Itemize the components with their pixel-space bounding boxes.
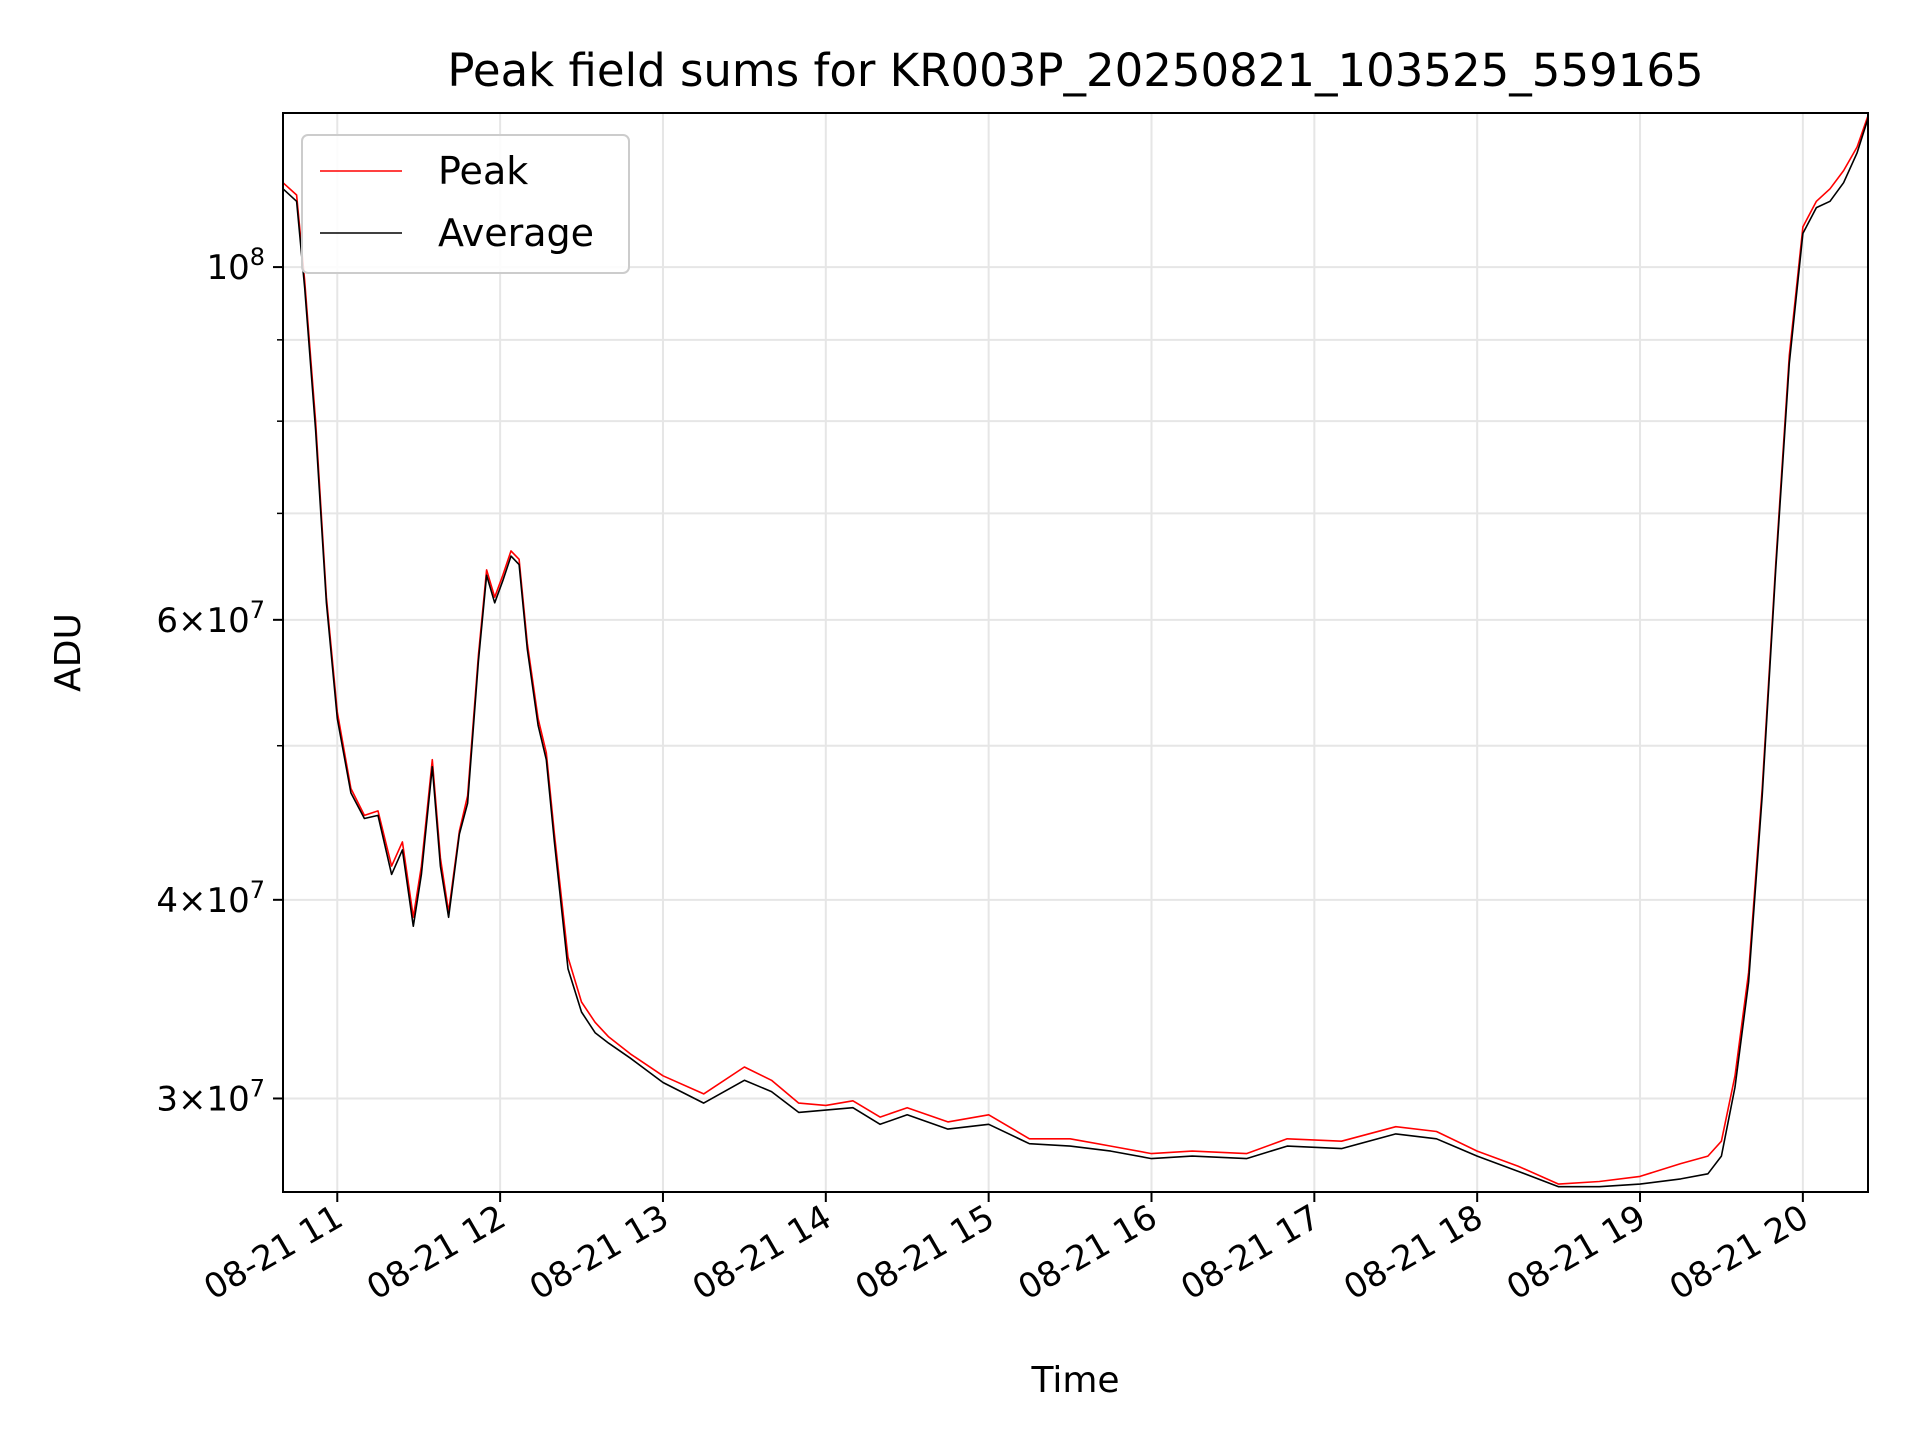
legend-box	[301, 134, 630, 274]
grid	[283, 113, 1868, 1192]
legend-label-peak: Peak	[438, 149, 528, 193]
x-axis-label: Time	[1030, 1360, 1119, 1401]
series-lines	[282, 115, 1869, 1188]
series-line-average	[282, 118, 1869, 1188]
y-axis-ticks: 108 6×107 4×107 3×107	[156, 243, 283, 1119]
y-tick-label: 6×107	[156, 596, 265, 641]
chart-title: Peak field sums for KR003P_20250821_1035…	[447, 44, 1703, 97]
legend: Peak Average	[301, 134, 630, 274]
y-tick-label: 108	[206, 243, 265, 288]
y-tick-label: 3×107	[156, 1074, 265, 1119]
legend-label-average: Average	[438, 211, 594, 255]
y-tick-label: 4×107	[156, 876, 265, 921]
y-axis-label: ADU	[48, 613, 89, 692]
series-line-peak	[282, 115, 1869, 1185]
plot-frame	[282, 112, 1869, 1193]
